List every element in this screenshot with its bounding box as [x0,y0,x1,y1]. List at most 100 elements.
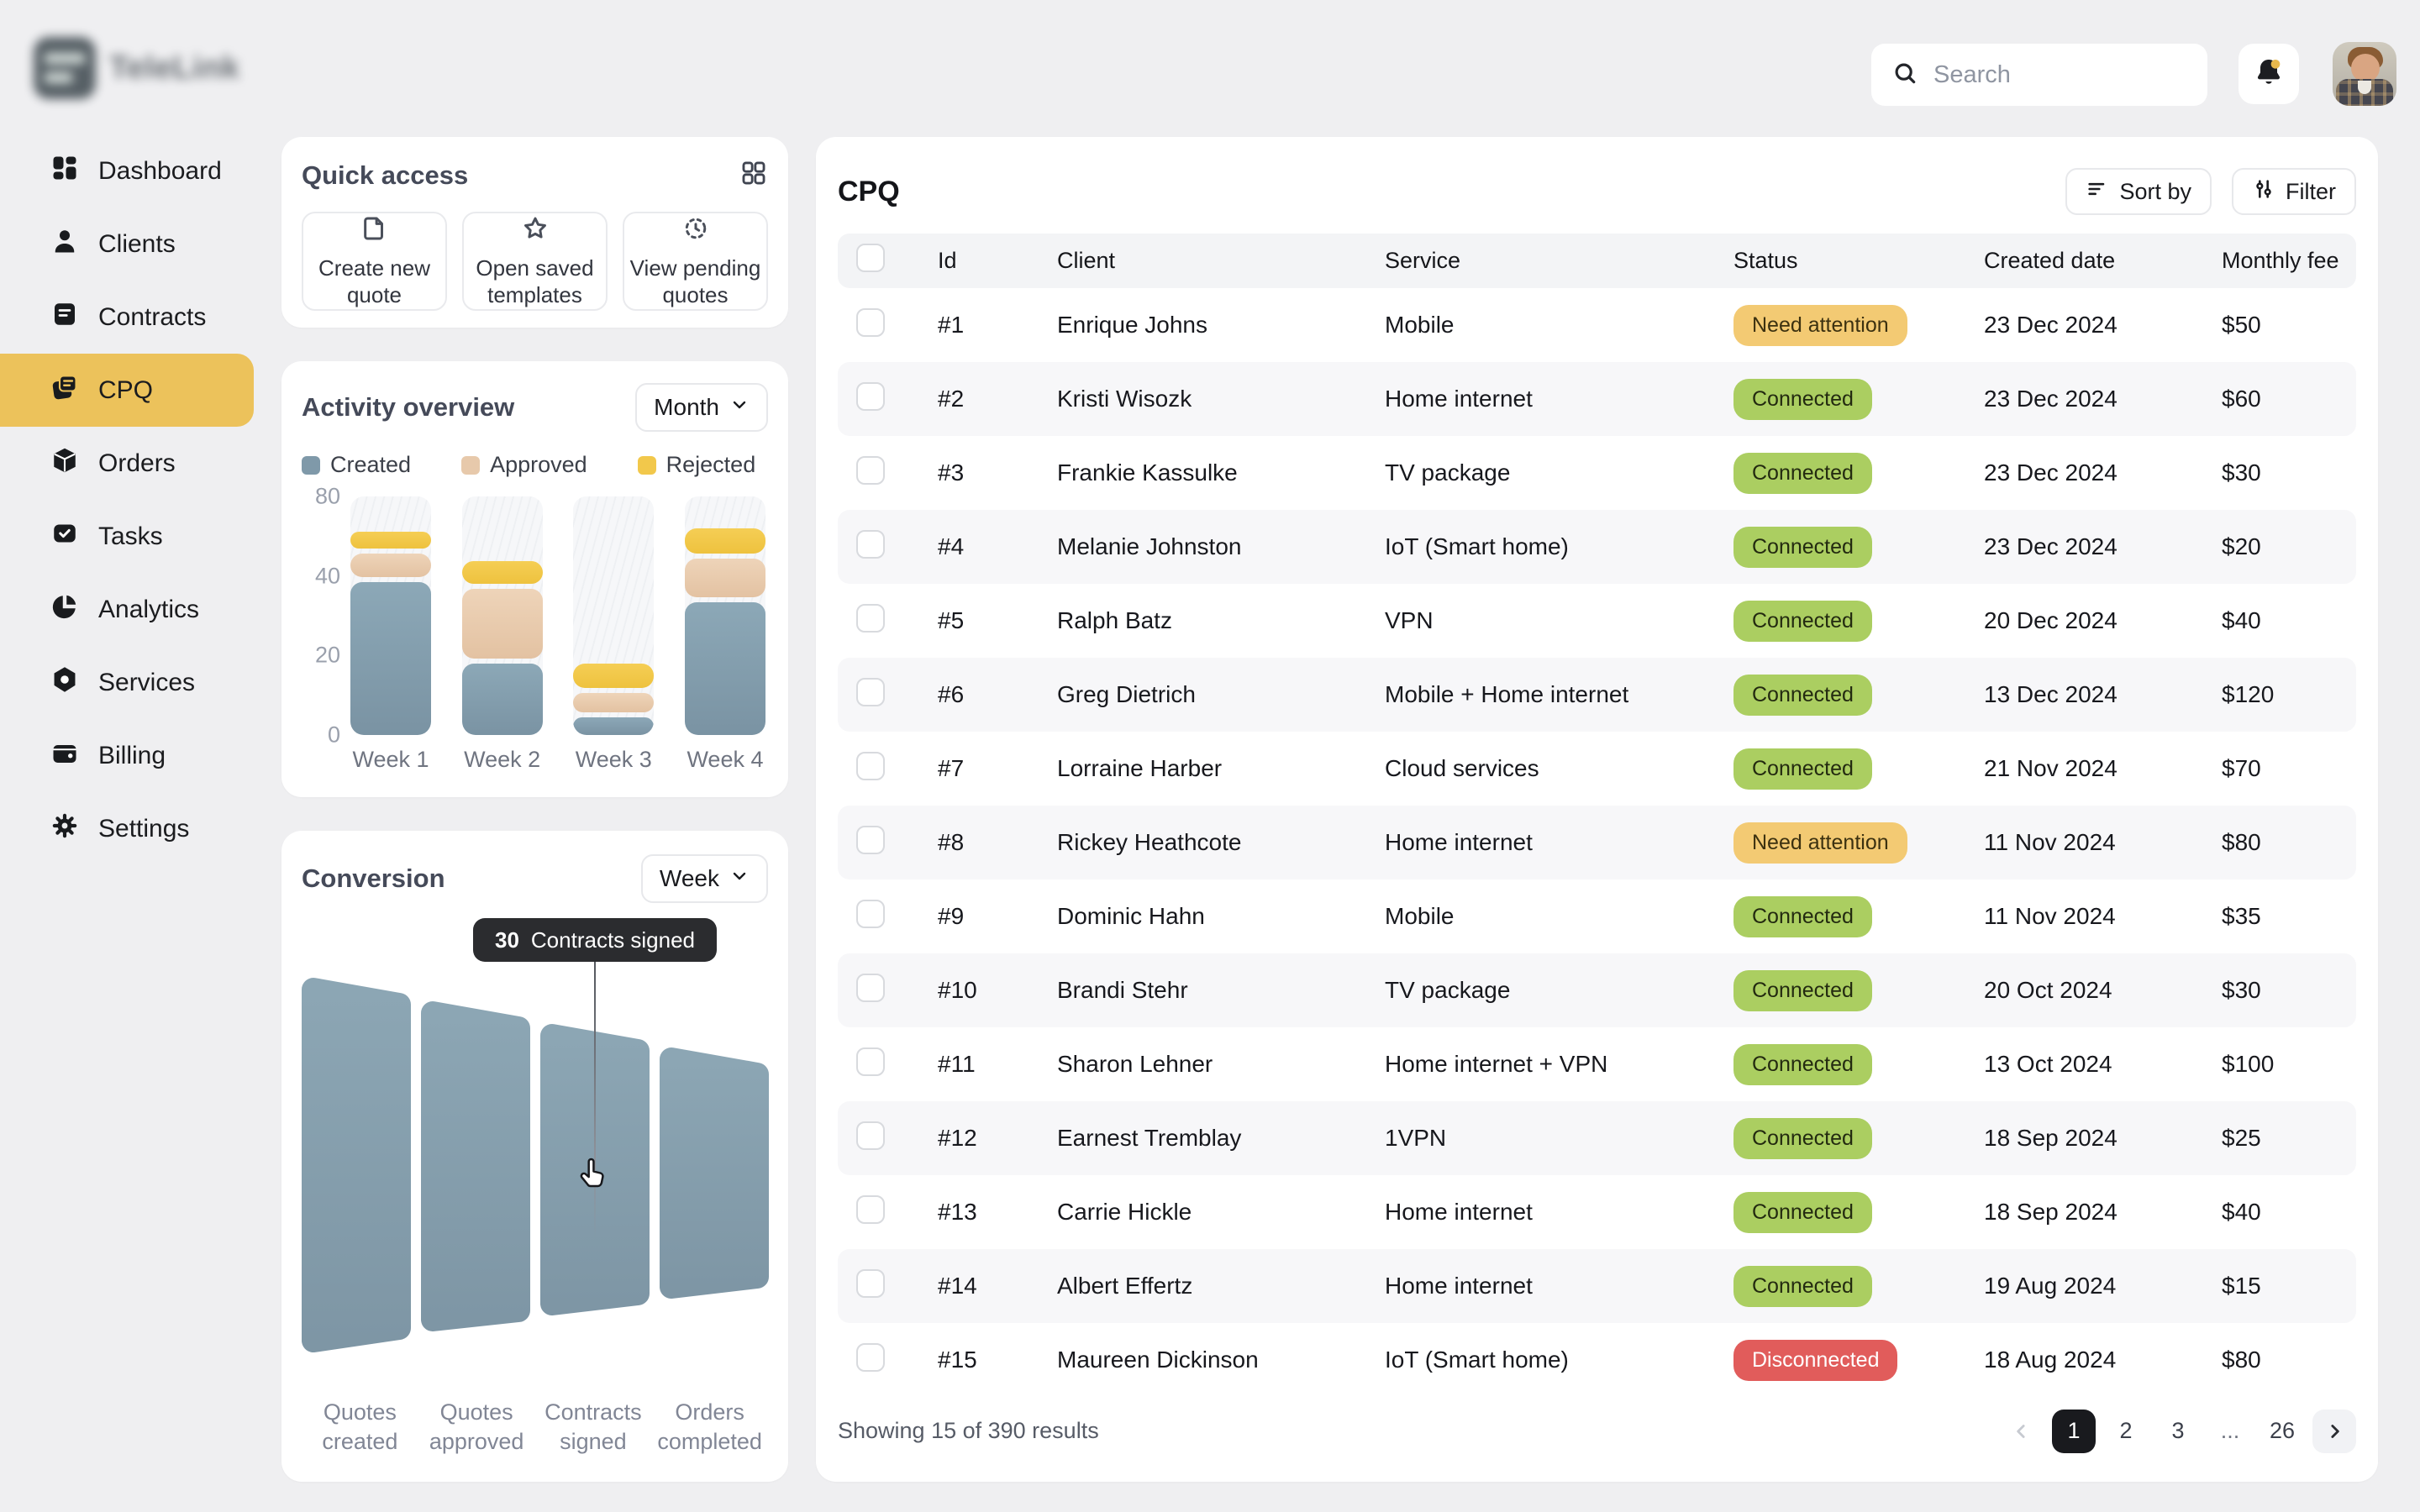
row-created-date: 21 Nov 2024 [1984,755,2118,782]
row-created-date: 23 Dec 2024 [1984,533,2118,560]
row-checkbox[interactable] [856,455,885,485]
page-button-2[interactable]: 2 [2104,1410,2148,1453]
row-checkbox[interactable] [856,973,885,1002]
row-service: TV package [1385,459,1511,486]
previous-page-button[interactable] [2000,1410,2044,1453]
quick-access-card: Quick access Create new quote Open saved… [281,137,788,328]
sidebar-item-label: Tasks [98,522,163,550]
row-client: Frankie Kassulke [1057,459,1238,486]
funnel-stage-orders-completed[interactable] [660,1047,769,1299]
page-button-3[interactable]: 3 [2156,1410,2200,1453]
billing-icon [50,738,80,774]
row-client: Earnest Tremblay [1057,1125,1242,1152]
row-service: IoT (Smart home) [1385,1347,1569,1373]
sidebar-item-services[interactable]: Services [0,646,281,719]
bar-track [461,496,543,735]
column-header-monthly-fee: Monthly fee [2222,247,2339,273]
select-all-checkbox[interactable] [856,243,885,272]
activity-period-select[interactable]: Month [635,383,768,432]
row-checkbox[interactable] [856,307,885,337]
sidebar-item-dashboard[interactable]: Dashboard [0,134,281,207]
filter-button[interactable]: Filter [2232,168,2356,216]
row-checkbox[interactable] [856,751,885,780]
sidebar-item-label: Orders [98,449,176,477]
sidebar-item-cpq[interactable]: CPQ [0,354,254,427]
row-checkbox[interactable] [856,529,885,559]
filter-icon [2252,177,2275,207]
funnel-stage-quotes-approved[interactable] [421,1001,530,1331]
next-page-button[interactable] [2312,1409,2356,1453]
x-axis-labels: Week 1 Week 2 Week 3 Week 4 [352,747,764,772]
row-checkbox[interactable] [856,603,885,633]
open-saved-templates-button[interactable]: Open saved templates [462,212,608,311]
search-icon [1891,60,1918,91]
row-service: Home internet [1385,829,1533,856]
row-id: #15 [938,1347,977,1373]
row-checkbox[interactable] [856,381,885,411]
row-id: #4 [938,533,965,560]
status-badge: Connected [1733,378,1872,420]
status-badge: Connected [1733,1191,1872,1233]
sidebar-item-clients[interactable]: Clients [0,207,281,281]
view-pending-quotes-button[interactable]: View pending quotes [623,212,768,311]
row-monthly-fee: $30 [2222,459,2261,486]
notifications-button[interactable] [2238,44,2299,104]
services-icon [50,664,80,701]
sidebar-item-contracts[interactable]: Contracts [0,281,281,354]
row-checkbox[interactable] [856,1342,885,1372]
funnel-stage-labels: Quotes created Quotes approved Contracts… [322,1399,762,1454]
row-client: Kristi Wisozk [1057,386,1192,412]
row-monthly-fee: $25 [2222,1125,2261,1152]
row-checkbox[interactable] [856,1268,885,1298]
sort-by-label: Sort by [2119,178,2191,204]
conversion-period-select[interactable]: Week [640,854,768,903]
sidebar-item-billing[interactable]: Billing [0,719,281,792]
row-created-date: 13 Dec 2024 [1984,681,2118,708]
row-checkbox[interactable] [856,677,885,706]
activity-overview-card: Activity overview Month Created Approved… [281,361,788,797]
row-service: Mobile [1385,312,1455,339]
table-row: #13 Carrie Hickle Home internet Connected 18… [838,1175,2356,1249]
brand-logo: TeleLink [34,37,239,99]
sidebar-item-label: Analytics [98,595,200,623]
row-monthly-fee: $20 [2222,533,2261,560]
row-monthly-fee: $40 [2222,1199,2261,1226]
page-button-1[interactable]: 1 [2052,1409,2096,1453]
status-badge: Need attention [1733,304,1907,346]
sidebar-item-orders[interactable]: Orders [0,427,281,500]
sidebar-item-label: CPQ [98,375,154,404]
page-title: CPQ [838,175,900,207]
sidebar-item-label: Settings [98,814,190,843]
sort-by-button[interactable]: Sort by [2065,168,2212,216]
row-checkbox[interactable] [856,825,885,854]
row-checkbox[interactable] [856,1047,885,1076]
table-row: #6 Greg Dietrich Mobile + Home internet Con… [838,658,2356,732]
row-created-date: 23 Dec 2024 [1984,312,2118,339]
tooltip-value: 30 [494,927,519,953]
sidebar-item-analytics[interactable]: Analytics [0,573,281,646]
row-id: #11 [938,1051,976,1078]
row-client: Brandi Stehr [1057,977,1188,1004]
row-service: Home internet [1385,1273,1533,1299]
row-client: Lorraine Harber [1057,755,1223,782]
legend-item-approved: Approved [461,452,587,478]
grid-icon[interactable] [739,159,768,192]
analytics-icon [50,591,80,628]
search-input[interactable] [1932,60,2252,90]
row-checkbox[interactable] [856,1121,885,1150]
row-service: Mobile + Home internet [1385,681,1629,708]
activity-bar-chart: 80 40 20 0 [302,484,768,748]
page-button-26[interactable]: 26 [2260,1410,2304,1453]
create-new-quote-button[interactable]: Create new quote [302,212,447,311]
row-client: Rickey Heathcote [1057,829,1242,856]
column-header-client: Client [1057,247,1116,273]
row-checkbox[interactable] [856,1194,885,1224]
table-row: #5 Ralph Batz VPN Connected 20 Dec 2024 $40 [838,584,2356,658]
table-row: #3 Frankie Kassulke TV package Connected 23 … [838,436,2356,510]
funnel-stage-quotes-created[interactable] [302,978,411,1352]
row-id: #13 [938,1199,977,1226]
sidebar-item-tasks[interactable]: Tasks [0,500,281,573]
row-checkbox[interactable] [856,899,885,928]
sidebar-item-settings[interactable]: Settings [0,792,281,865]
user-avatar[interactable] [2333,42,2396,106]
